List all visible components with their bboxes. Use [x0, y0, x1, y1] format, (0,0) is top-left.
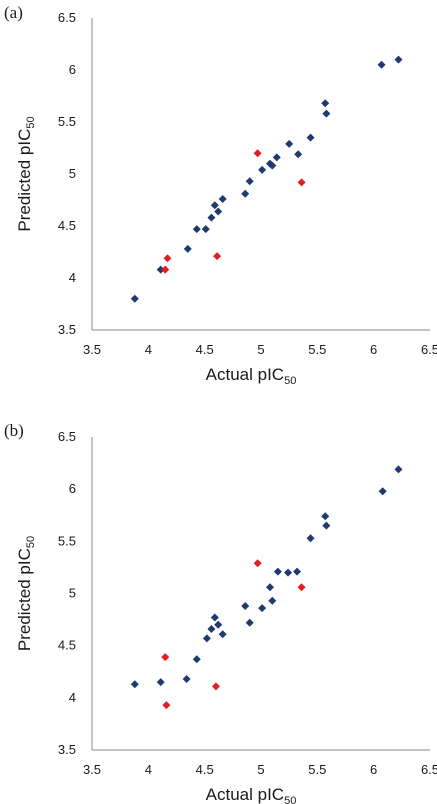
data-point-red: [211, 682, 220, 691]
x-tick-label: 5: [257, 342, 264, 357]
data-point-blue: [183, 244, 192, 253]
y-tick-label: 5: [69, 586, 76, 601]
data-point-red: [253, 149, 262, 158]
data-point-blue: [214, 207, 223, 216]
scatter-panel-b: (b) 3.5 4 4.5 5 5.5 6 6.5 3.5 4 4.5 5 5.5 6 6.5 Actu…: [4, 421, 437, 804]
y-tick-label: 5.5: [58, 533, 76, 548]
data-point-blue: [378, 487, 387, 496]
data-point-red: [163, 254, 172, 263]
data-point-blue: [218, 630, 227, 639]
x-axis-label: Actual pIC50: [206, 365, 297, 387]
data-point-blue: [377, 60, 386, 69]
data-point-blue: [306, 534, 315, 543]
y-axis-label: Predicted pIC50: [15, 116, 37, 231]
data-point-blue: [210, 201, 219, 210]
data-point-blue: [130, 680, 139, 689]
panel-label: (a): [4, 3, 23, 22]
x-tick-label: 5.5: [308, 342, 326, 357]
data-point-blue: [322, 109, 331, 118]
panel-label: (b): [4, 421, 24, 440]
data-point-red: [162, 701, 171, 710]
data-point-blue: [207, 624, 216, 633]
y-tick-label: 5: [69, 166, 76, 181]
data-point-blue: [156, 678, 165, 687]
y-tick-label: 3.5: [58, 742, 76, 757]
y-tick-label: 5.5: [58, 114, 76, 129]
data-point-blue: [258, 165, 267, 174]
x-tick-labels: 3.5 4 4.5 5 5.5 6 6.5: [83, 342, 437, 357]
data-point-red: [297, 583, 306, 592]
x-tick-label: 4: [145, 762, 152, 777]
y-tick-label: 4: [69, 270, 76, 285]
x-axis-label: Actual pIC50: [206, 785, 297, 804]
data-point-blue: [245, 177, 254, 186]
x-tick-label: 5.5: [308, 762, 326, 777]
x-tick-label: 4.5: [196, 762, 214, 777]
data-point-blue: [268, 596, 277, 605]
data-point-blue: [245, 618, 254, 627]
data-point-blue: [306, 133, 315, 142]
y-axis-label: Predicted pIC50: [15, 536, 37, 651]
data-point-blue: [321, 512, 330, 521]
data-point-red: [297, 178, 306, 187]
data-point-blue: [273, 567, 282, 576]
x-tick-label: 6.5: [421, 342, 437, 357]
x-tick-label: 4: [145, 342, 152, 357]
data-point-red: [161, 653, 170, 662]
data-point-blue: [182, 675, 191, 684]
data-point-blue: [322, 521, 331, 530]
data-point-blue: [192, 225, 201, 234]
data-point-blue: [201, 225, 210, 234]
data-points: [130, 55, 403, 303]
data-point-blue: [394, 465, 403, 474]
data-point-red: [161, 265, 170, 274]
data-point-blue: [258, 604, 267, 613]
y-tick-label: 6: [69, 62, 76, 77]
y-tick-label: 6: [69, 481, 76, 496]
y-tick-label: 6.5: [58, 429, 76, 444]
data-point-blue: [241, 602, 250, 611]
y-tick-label: 6.5: [58, 10, 76, 25]
y-tick-label: 4.5: [58, 638, 76, 653]
y-tick-labels: 3.5 4 4.5 5 5.5 6 6.5: [58, 10, 76, 337]
scatter-panel-a: (a) 3.5 4 4.5 5 5.5 6 6.5 3.5 4 4.5 5 5.5 6 6.5 Actu…: [4, 3, 437, 387]
data-point-blue: [218, 194, 227, 203]
data-point-blue: [210, 613, 219, 622]
data-point-blue: [241, 189, 250, 198]
y-tick-labels: 3.5 4 4.5 5 5.5 6 6.5: [58, 429, 76, 757]
x-tick-label: 5: [257, 762, 264, 777]
x-tick-label: 6: [370, 342, 377, 357]
data-point-blue: [284, 568, 293, 577]
data-point-blue: [321, 99, 330, 108]
x-tick-label: 3.5: [83, 762, 101, 777]
y-tick-label: 4.5: [58, 218, 76, 233]
data-point-blue: [192, 655, 201, 664]
data-point-blue: [207, 213, 216, 222]
data-points: [130, 465, 403, 710]
data-point-blue: [214, 620, 223, 629]
data-point-red: [253, 559, 262, 568]
data-point-blue: [285, 139, 294, 148]
data-point-blue: [394, 55, 403, 64]
y-tick-label: 4: [69, 690, 76, 705]
data-point-blue: [268, 161, 277, 170]
data-point-blue: [293, 567, 302, 576]
x-tick-label: 6.5: [421, 762, 437, 777]
x-tick-label: 6: [370, 762, 377, 777]
data-point-blue: [156, 265, 165, 274]
y-tick-label: 3.5: [58, 322, 76, 337]
data-point-blue: [202, 634, 211, 643]
data-point-red: [213, 252, 222, 261]
data-point-blue: [266, 583, 275, 592]
x-tick-label: 4.5: [196, 342, 214, 357]
x-tick-label: 3.5: [83, 342, 101, 357]
data-point-blue: [272, 153, 281, 162]
data-point-blue: [130, 294, 139, 303]
data-point-blue: [294, 150, 303, 159]
x-tick-labels: 3.5 4 4.5 5 5.5 6 6.5: [83, 762, 437, 777]
